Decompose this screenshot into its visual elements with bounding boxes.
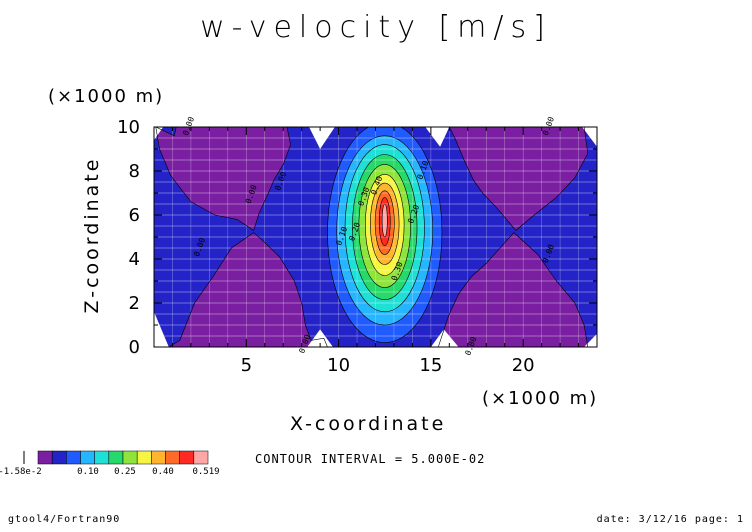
fill-purple-region bbox=[168, 232, 328, 347]
contour-line-1 bbox=[327, 127, 443, 343]
colorbar-swatch bbox=[80, 450, 95, 465]
colorbar-swatch bbox=[179, 450, 195, 465]
colorbar-swatch bbox=[51, 450, 67, 465]
x-axis-label: X-coordinate bbox=[290, 413, 447, 435]
footer-program: gtool4/Fortran90 bbox=[8, 514, 121, 525]
fill-undefined-corner bbox=[154, 311, 169, 347]
contour-line-zero bbox=[448, 127, 589, 231]
x-tick-label: 5 bbox=[241, 355, 252, 376]
y-tick-label: 4 bbox=[129, 249, 140, 270]
colorbar-label: 0.25 bbox=[114, 467, 136, 477]
contour-line-3 bbox=[344, 144, 425, 313]
colorbar-swatch bbox=[151, 450, 166, 465]
contour-line-10 bbox=[381, 203, 388, 238]
chart-title: w-velocity [m/s] bbox=[200, 10, 552, 45]
colorbar-swatch bbox=[122, 450, 138, 465]
x-tick-label: 20 bbox=[512, 355, 535, 376]
contour-line-7 bbox=[370, 182, 400, 265]
contour-fills bbox=[154, 127, 597, 347]
y-tick-label: 6 bbox=[129, 205, 140, 226]
fill-undefined-corner bbox=[584, 333, 597, 347]
colorbar-label: 0.519 bbox=[192, 467, 219, 477]
y-tick-label: 8 bbox=[129, 161, 140, 182]
contour-line-6 bbox=[365, 173, 405, 276]
contour-line-zero bbox=[155, 127, 291, 231]
colorbar-swatch bbox=[165, 450, 180, 465]
contour-line-8 bbox=[374, 190, 395, 255]
colorbar-label: 0.10 bbox=[77, 467, 99, 477]
fill-undefined-corner bbox=[582, 127, 597, 147]
fill-purple-region bbox=[155, 127, 291, 231]
fill-undefined-corner bbox=[307, 329, 333, 347]
fill-level-10 bbox=[382, 204, 388, 237]
x-axis-unit: (×1000 m) bbox=[482, 388, 599, 409]
x-tick-label: 10 bbox=[327, 355, 350, 376]
y-axis-unit: (×1000 m) bbox=[48, 86, 165, 107]
contour-interval-text: CONTOUR INTERVAL = 5.000E-02 bbox=[255, 452, 486, 466]
colorbar-swatch bbox=[193, 450, 209, 465]
y-tick-label: 2 bbox=[129, 293, 140, 314]
footer-date-page: date: 3/12/16 page: 1 bbox=[596, 514, 744, 525]
colorbar-swatch bbox=[94, 450, 110, 465]
colorbar-label: -1.58e-2 bbox=[0, 467, 42, 477]
fill-undefined-corner bbox=[430, 329, 459, 347]
contour-line-zero bbox=[437, 232, 589, 347]
gridlines bbox=[154, 127, 597, 347]
colorbar-swatch bbox=[37, 450, 53, 465]
fill-purple-region bbox=[438, 232, 588, 347]
x-tick-label: 15 bbox=[419, 355, 442, 376]
fill-purple-region bbox=[449, 127, 588, 231]
contour-line-9 bbox=[378, 197, 391, 247]
colorbar-swatch bbox=[66, 450, 81, 465]
contour-line-zero bbox=[168, 232, 328, 347]
colorbar-swatch bbox=[136, 450, 152, 465]
axis-ticks: 5 10 15 20 0 2 4 6 8 10 bbox=[117, 117, 597, 376]
y-tick-label: 10 bbox=[117, 117, 140, 138]
y-axis-label: Z-coordinate bbox=[81, 156, 103, 314]
y-tick-label: 0 bbox=[129, 337, 140, 358]
contour-line-2 bbox=[336, 135, 434, 326]
colorbar: -1.58e-2 0.10 0.25 0.40 0.519 bbox=[0, 450, 220, 477]
contour-lines bbox=[155, 127, 589, 347]
contour-line-4 bbox=[352, 154, 418, 300]
colorbar-swatch bbox=[108, 450, 124, 465]
contour-line-5 bbox=[358, 164, 411, 288]
colorbar-label: 0.40 bbox=[152, 467, 174, 477]
